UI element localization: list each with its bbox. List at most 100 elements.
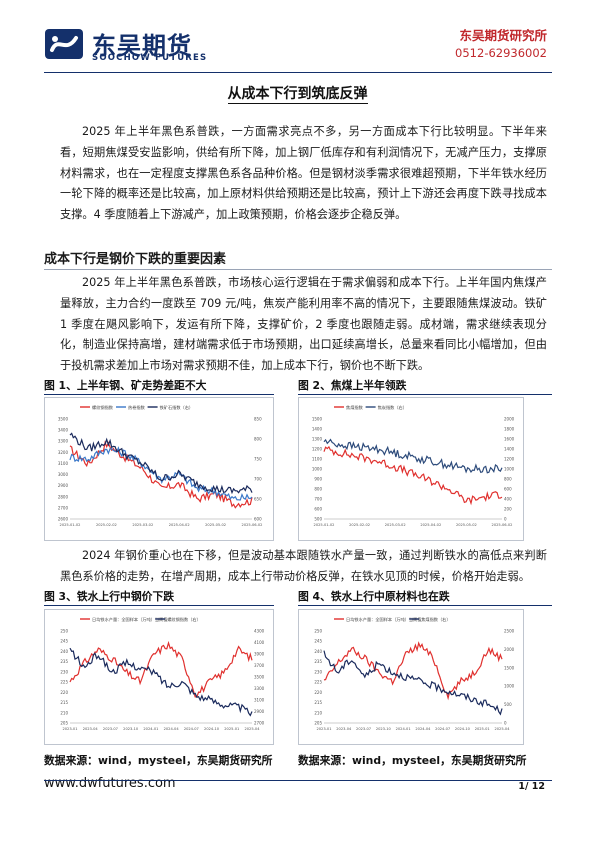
x-tick-label: 2025-01 [224,727,239,731]
x-tick-label: 2025-03-02 [385,523,406,527]
legend-label: 焦炭指数（右） [378,404,407,411]
y-tick-label: 3200 [58,450,69,455]
y-tick-label: 220 [314,690,322,695]
x-tick-label: 2025-04 [494,727,510,731]
y2-tick-label: 1200 [504,457,515,462]
figure-2-chart: 焦煤指数 焦炭指数（右） 1500 1400 1300 1200 1100 1000 900 80… [298,397,524,541]
page-number: 1/ 12 [518,781,545,792]
y2-tick-label: 3700 [254,663,265,668]
x-tick-label: 2025-05-02 [205,523,226,527]
x-tick-label: 2023-10 [123,727,139,731]
y2-tick-label: 1400 [504,447,515,452]
series-line [323,445,503,506]
y2-tick-label: 1500 [504,665,515,670]
y-tick-label: 225 [60,680,68,685]
y-tick-label: 3300 [58,439,69,444]
y2-tick-label: 3500 [254,675,265,680]
y-tick-label: 900 [314,477,322,482]
intro-paragraph: 2025 年上半年黑色系普跌，一方面需求亮点不多，另一方面成本下行比较明显。下半… [60,125,547,222]
series-line [69,647,253,717]
x-tick-label: 2025-04-02 [169,523,190,527]
y2-tick-label: 2700 [254,721,265,726]
y-tick-label: 250 [60,629,68,634]
x-tick-label: 2024-01 [143,727,158,731]
figure-4-source: 数据来源：wind，mysteel，东吴期货研究所 [298,754,527,767]
y2-tick-label: 3300 [254,686,265,691]
y-tick-label: 1000 [312,467,323,472]
y-tick-label: 235 [60,659,68,664]
legend-label: 焦煤指数 [346,404,364,411]
header-divider [44,72,552,73]
y-tick-label: 230 [314,669,322,674]
y-tick-label: 2700 [58,505,69,510]
y-tick-label: 700 [314,497,322,502]
y-tick-label: 205 [60,721,68,726]
soochow-logo-icon [45,29,83,59]
figure-3-rule [44,605,274,606]
y2-tick-label: 600 [504,487,512,492]
figure-3-chart: 日均铁水产量：全国样本（万吨）当周值 螺纹钢指数（右） 250 245 240 235 23… [44,609,274,745]
x-tick-label: 2023-01 [62,727,77,731]
logo-subtext: SOOCHOW FUTURES [92,53,208,63]
y-tick-label: 2900 [58,483,69,488]
figure-1-title: 图 1、上半年钢、矿走势差距不大 [44,379,207,392]
y2-tick-label: 1600 [504,437,515,442]
footer-divider [44,780,552,781]
figure-1-rule [44,394,274,395]
x-tick-label: 2025-01 [475,727,490,731]
x-tick-label: 2025-02-02 [96,523,117,527]
x-tick-label: 2024-04 [415,727,431,731]
y-tick-label: 215 [60,700,68,705]
y-tick-label: 500 [314,517,322,522]
legend-label: 螺纹钢指数 [92,404,114,411]
y-tick-label: 800 [314,487,322,492]
y2-tick-label: 0 [504,721,507,726]
y-tick-label: 205 [314,721,322,726]
y2-tick-label: 2900 [254,709,265,714]
chart-frame [44,397,274,541]
y-tick-label: 600 [314,507,322,512]
x-tick-label: 2024-10 [204,727,220,731]
legend-label: 热卷指数 [128,404,146,411]
figure-3-source: 数据来源：wind，mysteel，东吴期货研究所 [44,754,273,767]
x-tick-label: 2024-10 [455,727,471,731]
y2-tick-label: 850 [254,417,262,422]
y2-tick-label: 800 [504,477,512,482]
x-tick-label: 2025-02-02 [349,523,370,527]
y2-tick-label: 600 [254,517,262,522]
y-tick-label: 245 [314,639,322,644]
x-tick-label: 2025-01-02 [314,523,335,527]
y-tick-label: 3100 [58,461,69,466]
x-tick-label: 2024-07 [184,727,199,731]
y-tick-label: 245 [60,639,68,644]
body-paragraph-1: 2025 年上半年黑色系普跌，市场核心运行逻辑在于需求偏弱和成本下行。上半年国内… [60,276,547,373]
figure-3-title: 图 3、铁水上行中钢价下跌 [44,590,175,603]
figure-4-chart: 日均铁水产量：全国样本（万吨）当周值 焦煤指数（右） 250 245 240 235 230… [298,609,524,745]
y2-tick-label: 1000 [504,467,515,472]
website-link[interactable]: www.dwfutures.com [44,776,176,791]
x-tick-label: 2023-10 [376,727,392,731]
page-title: 从成本下行到筑底反弹 [0,83,595,104]
x-tick-label: 2024-07 [435,727,450,731]
y2-tick-label: 750 [254,457,262,462]
x-tick-label: 2023-07 [103,727,118,731]
legend-label: 焦煤指数（右） [421,616,450,623]
y-tick-label: 225 [314,680,322,685]
y-tick-label: 1200 [312,447,323,452]
x-tick-label: 2023-04 [336,727,352,731]
x-tick-label: 2025-04-02 [420,523,441,527]
series-line [323,438,503,474]
body-paragraph-2: 2024 年钢价重心也在下移，但是波动基本跟随铁水产量一致，通过判断铁水的高低点… [60,549,547,583]
phone-number: 0512-62936002 [455,46,547,60]
figure-2-rule [298,394,552,395]
legend-label: 螺纹钢指数（右） [167,616,201,623]
x-tick-label: 2025-03-02 [132,523,153,527]
x-tick-label: 2024-01 [396,727,411,731]
y-tick-label: 1500 [312,417,323,422]
y2-tick-label: 650 [254,497,262,502]
legend-label: 日均铁水产量：全国样本（万吨）当周值 [346,616,421,623]
y-tick-label: 220 [60,690,68,695]
x-tick-label: 2025-04 [244,727,260,731]
y2-tick-label: 4100 [254,640,265,645]
y-tick-label: 230 [60,669,68,674]
